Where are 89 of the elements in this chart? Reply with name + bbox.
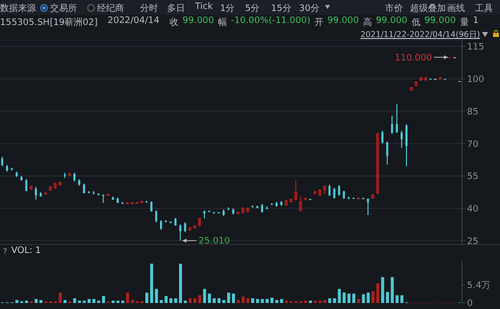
- y-tick-label: 40: [467, 204, 479, 215]
- candlestick: [400, 130, 403, 148]
- text: ?: [3, 246, 8, 256]
- chart-title: VOL: 1: [11, 246, 41, 256]
- candlestick: [160, 220, 162, 230]
- bar: [386, 292, 389, 303]
- bar: [328, 298, 332, 303]
- y-tick-label: 5.4万: [467, 281, 490, 292]
- text: Tick: [195, 2, 213, 12]
- bar: [193, 298, 196, 303]
- y-tick-label: 70: [467, 140, 479, 150]
- text: 1分: [220, 2, 235, 15]
- candlestick: [386, 140, 388, 166]
- text: 开: [314, 17, 324, 29]
- text: 量: [460, 16, 469, 29]
- text: 高: [362, 16, 372, 29]
- candlestick: [381, 130, 384, 144]
- text: 15分: [271, 2, 292, 15]
- chart-title: 155305.SH[19蕲洲02]: [0, 16, 98, 29]
- y-tick-label: 100: [467, 75, 484, 86]
- bar: [203, 288, 206, 303]
- bar: [352, 294, 356, 303]
- bar: [256, 298, 260, 303]
- bar: [154, 288, 158, 303]
- text: 画线: [447, 2, 465, 15]
- bar: [34, 298, 38, 303]
- y-tick-label: 25: [467, 236, 478, 247]
- candlestick: [34, 186, 37, 200]
- bar: [333, 298, 336, 303]
- candlestick: [390, 115, 394, 134]
- text: 幅: [218, 16, 227, 29]
- text: 2021/11/22-2022/04/14(96日): [360, 29, 480, 40]
- y-tick-label: 115: [467, 42, 484, 53]
- candlestick: [333, 187, 336, 200]
- text: 2022/04/14: [108, 16, 160, 28]
- bar: [39, 300, 42, 303]
- candlestick: [294, 180, 298, 201]
- bar: [270, 298, 274, 303]
- bar: [246, 298, 250, 303]
- annotation: 25.010: [198, 236, 230, 247]
- bar: [357, 298, 360, 303]
- candlestick: [338, 184, 340, 196]
- candlestick: [299, 196, 302, 212]
- text: 多日: [167, 2, 185, 15]
- candlestick: [376, 132, 380, 195]
- bar: [232, 294, 235, 303]
- bar: [347, 294, 350, 303]
- y-tick-label: 85: [467, 107, 478, 118]
- text: 数据来源: [0, 2, 36, 15]
- candlestick: [155, 210, 158, 223]
- text: 市价: [385, 2, 403, 15]
- bar: [323, 300, 326, 303]
- text: 30分: [299, 2, 320, 15]
- candlestick: [396, 103, 398, 134]
- text: 收: [170, 17, 178, 29]
- text: 99.000: [424, 16, 456, 28]
- bar: [381, 277, 384, 303]
- bar: [218, 298, 221, 303]
- text: 超级叠加: [410, 2, 446, 15]
- candlestick: [1, 156, 4, 167]
- annotation: 110.000: [394, 53, 432, 64]
- bar: [251, 298, 254, 303]
- bar: [102, 296, 106, 303]
- bar: [126, 292, 130, 303]
- candlestick: [366, 198, 370, 216]
- candlestick: [184, 222, 186, 233]
- text: 低: [411, 17, 420, 29]
- text: 交易所: [50, 2, 77, 15]
- text: 99.000: [327, 16, 359, 28]
- bar: [73, 298, 76, 303]
- bar: [198, 295, 202, 303]
- bar: [64, 300, 67, 303]
- text: -10.00%(-11.000): [231, 16, 310, 28]
- candlestick: [405, 124, 408, 167]
- y-tick-label: 55: [467, 172, 478, 182]
- text: 工具: [475, 2, 493, 15]
- text: 99.000: [182, 16, 214, 28]
- text: 经纪商: [97, 2, 124, 15]
- y-tick-label: 0: [467, 299, 473, 309]
- bar: [372, 291, 375, 303]
- candlestick: [179, 224, 182, 242]
- bar: [188, 298, 192, 303]
- text: 分时: [140, 2, 158, 15]
- text: 99.000: [376, 16, 408, 28]
- bar: [376, 283, 380, 303]
- text: 1: [472, 16, 479, 28]
- bar: [179, 264, 182, 303]
- candlestick: [328, 184, 331, 196]
- text: 5分: [245, 2, 260, 15]
